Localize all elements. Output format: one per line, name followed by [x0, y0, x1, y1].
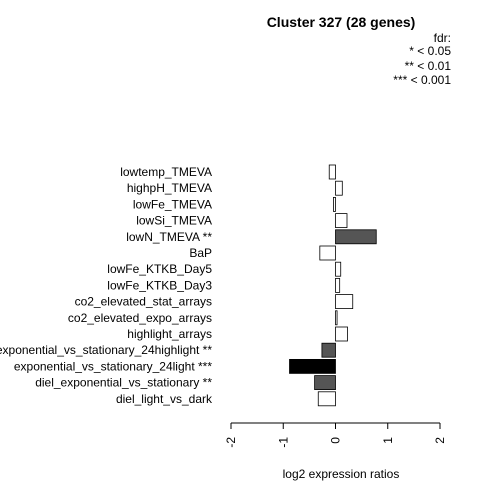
category-label-1: lowtemp_TMEVA [120, 165, 212, 179]
category-label-15: diel_light_vs_dark [116, 392, 213, 406]
category-label-3: lowFe_TMEVA [133, 197, 212, 211]
legend-entry-3: *** < 0.001 [393, 73, 451, 87]
bar-7 [335, 261, 342, 277]
x-tick-label-5: 2 [433, 437, 447, 444]
category-label-6: BaP [189, 246, 212, 260]
x-axis-label: log2 expression ratios [283, 467, 400, 481]
category-label-5: lowN_TMEVA ** [126, 230, 212, 244]
legend-entry-1: * < 0.05 [409, 44, 451, 58]
bar-2 [335, 180, 343, 196]
bar-9 [335, 294, 354, 310]
x-axis: -2 -1 0 1 2 [224, 422, 447, 448]
x-tick-label-3: 0 [329, 437, 343, 444]
legend-title: fdr: [434, 31, 451, 45]
chart-title: Cluster 327 (28 genes) [267, 14, 416, 30]
category-label-2: highpH_TMEVA [127, 181, 212, 195]
bar-15 [317, 391, 336, 407]
bar-8 [335, 277, 341, 293]
bar-4 [335, 213, 348, 229]
category-label-8: lowFe_KTKB_Day3 [107, 278, 212, 292]
bar-13 [289, 358, 336, 374]
category-label-9: co2_elevated_stat_arrays [75, 295, 212, 309]
category-label-4: lowSi_TMEVA [136, 214, 212, 228]
category-label-12: exponential_vs_stationary_24highlight ** [0, 343, 212, 357]
legend: fdr: * < 0.05 ** < 0.01 *** < 0.001 [393, 31, 451, 87]
category-label-14: diel_exponential_vs_stationary ** [35, 376, 212, 390]
category-label-7: lowFe_KTKB_Day5 [107, 262, 212, 276]
bar-14 [314, 375, 336, 391]
x-tick-label-1: -2 [224, 437, 238, 448]
legend-entry-2: ** < 0.01 [405, 59, 452, 73]
category-labels: lowtemp_TMEVA highpH_TMEVA lowFe_TMEVA lowS… [0, 165, 213, 406]
category-label-11: highlight_arrays [127, 327, 212, 341]
bar-12 [321, 342, 336, 358]
bar-3 [333, 196, 336, 212]
x-tick-label-2: -1 [276, 437, 290, 448]
bar-6 [319, 245, 336, 261]
bar-10 [335, 310, 338, 326]
bar-5 [335, 229, 377, 245]
category-label-13: exponential_vs_stationary_24light *** [14, 359, 212, 373]
bars [289, 164, 377, 407]
x-tick-label-4: 1 [381, 437, 395, 444]
bar-1 [328, 164, 336, 180]
category-label-10: co2_elevated_expo_arrays [68, 311, 212, 325]
bar-11 [335, 326, 348, 342]
